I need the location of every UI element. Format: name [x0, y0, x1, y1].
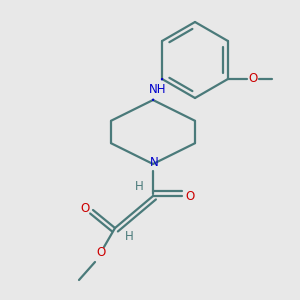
Text: H: H [124, 230, 134, 244]
Text: O: O [80, 202, 90, 214]
Text: N: N [150, 157, 158, 169]
Text: O: O [248, 73, 257, 85]
Text: NH: NH [149, 83, 166, 96]
Text: O: O [185, 190, 195, 202]
Text: O: O [96, 245, 106, 259]
Text: H: H [135, 181, 143, 194]
